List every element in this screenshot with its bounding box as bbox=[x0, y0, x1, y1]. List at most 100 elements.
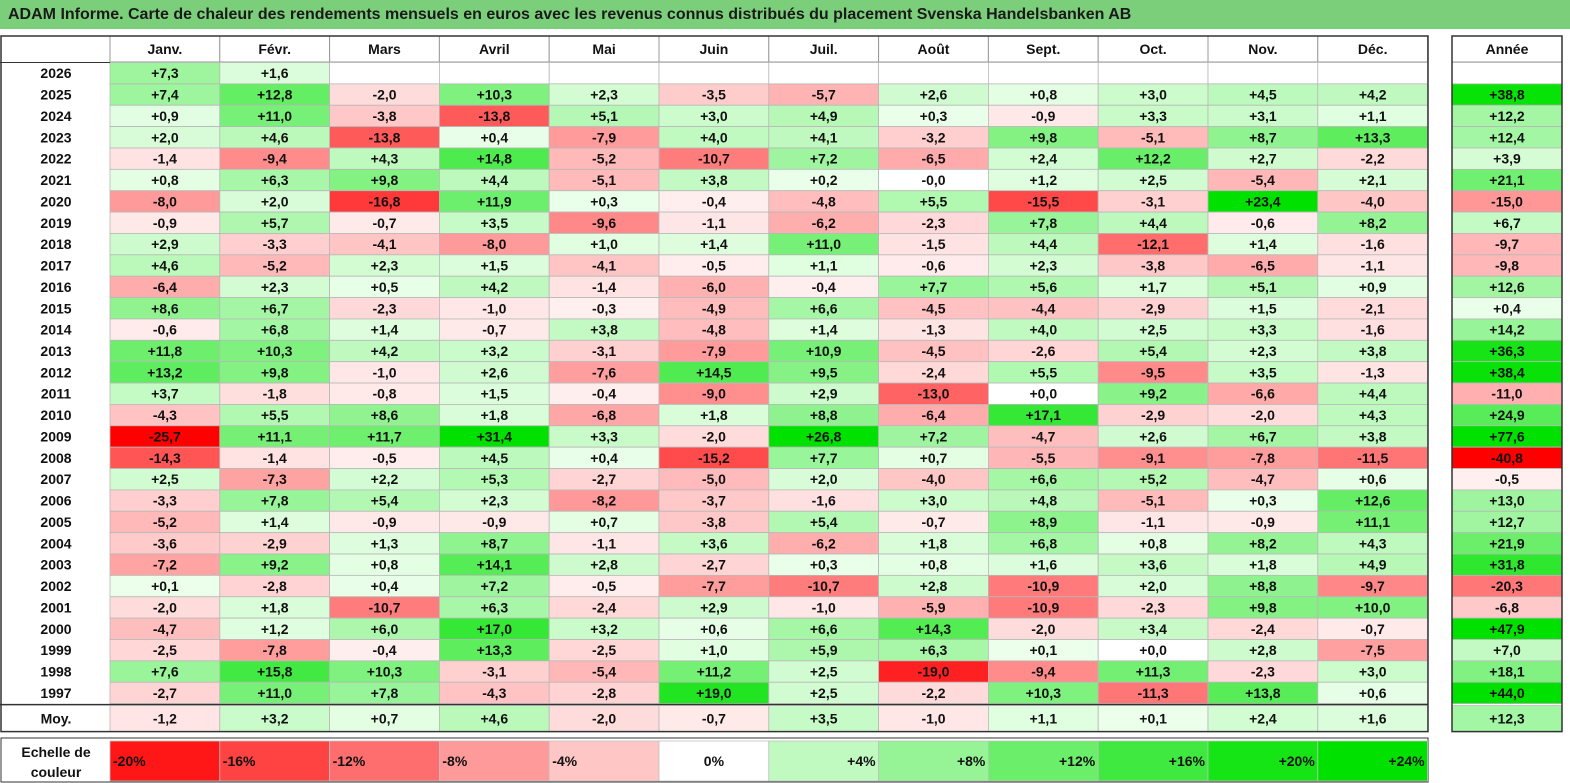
scale-stop-label: +4% bbox=[847, 753, 876, 769]
cell-value: +2,0 bbox=[1139, 578, 1167, 594]
cell-value: -8,0 bbox=[153, 193, 177, 209]
column-header-label: Févr. bbox=[258, 41, 291, 57]
cell-value: +2,6 bbox=[920, 87, 948, 103]
cell-value: +4,9 bbox=[1359, 557, 1387, 573]
cell-value: -25,7 bbox=[149, 428, 181, 444]
cell-value: -4,0 bbox=[921, 471, 945, 487]
average-value: -2,0 bbox=[592, 711, 616, 727]
scale-stop-label: +16% bbox=[1169, 753, 1206, 769]
cell-value: -2,4 bbox=[1251, 621, 1275, 637]
row-label: 2020 bbox=[40, 193, 71, 209]
cell-value: +6,0 bbox=[371, 621, 399, 637]
cell-value: -4,9 bbox=[702, 300, 726, 316]
scale-label: couleur bbox=[31, 764, 82, 780]
cell-value: -7,3 bbox=[263, 471, 287, 487]
cell-value: +11,0 bbox=[257, 108, 292, 124]
row-label: 2022 bbox=[40, 151, 71, 167]
row-label: 2003 bbox=[40, 557, 71, 573]
scale-stop-label: +8% bbox=[957, 753, 986, 769]
scale-stop-label: +20% bbox=[1279, 753, 1316, 769]
year-total-value: +24,9 bbox=[1489, 407, 1525, 423]
cell-value: -7,9 bbox=[592, 129, 616, 145]
cell-value: +1,2 bbox=[261, 621, 289, 637]
cell-value: -4,5 bbox=[921, 300, 945, 316]
cell-value: -0,5 bbox=[372, 450, 396, 466]
cell-value: +10,3 bbox=[367, 664, 403, 680]
row-label: 2014 bbox=[40, 322, 71, 338]
cell-value: +1,4 bbox=[810, 322, 838, 338]
cell-value: -16,8 bbox=[369, 193, 401, 209]
cell-value: +0,9 bbox=[1359, 279, 1387, 295]
cell-value: -0,5 bbox=[592, 578, 616, 594]
cell-value: +0,3 bbox=[810, 557, 838, 573]
cell-value: -9,7 bbox=[1361, 578, 1385, 594]
cell-value: -7,8 bbox=[263, 642, 287, 658]
cell-value: +3,0 bbox=[700, 108, 728, 124]
cell-value: +8,2 bbox=[1249, 535, 1277, 551]
cell-value: -2,0 bbox=[1031, 621, 1055, 637]
cell-value: -2,0 bbox=[1251, 407, 1275, 423]
cell-value: -2,8 bbox=[592, 685, 616, 701]
cell-value: -7,2 bbox=[153, 557, 177, 573]
average-cell bbox=[658, 705, 770, 732]
cell-value: +0,5 bbox=[371, 279, 399, 295]
scale-swatch bbox=[878, 740, 989, 782]
cell-value: +2,8 bbox=[920, 578, 948, 594]
cell-value: +4,6 bbox=[151, 258, 179, 274]
cell-value: +0,7 bbox=[920, 450, 948, 466]
cell-value: +0,8 bbox=[151, 172, 179, 188]
cell-value: +12,2 bbox=[1135, 151, 1171, 167]
cell-value: +7,8 bbox=[371, 685, 399, 701]
heatmap-cell bbox=[658, 62, 770, 85]
cell-value: +14,1 bbox=[477, 557, 513, 573]
cell-value: +9,8 bbox=[1249, 599, 1277, 615]
cell-value: +5,5 bbox=[920, 193, 948, 209]
average-value: -1,0 bbox=[921, 711, 945, 727]
year-total-value: +18,1 bbox=[1489, 664, 1525, 680]
cell-value: +15,8 bbox=[257, 664, 293, 680]
average-value: +0,1 bbox=[1139, 711, 1167, 727]
cell-value: -12,1 bbox=[1137, 236, 1169, 252]
cell-value: -0,5 bbox=[702, 258, 726, 274]
cell-value: -0,7 bbox=[921, 514, 945, 530]
cell-value: +3,2 bbox=[480, 343, 508, 359]
cell-value: +5,1 bbox=[1249, 279, 1277, 295]
cell-value: +0,3 bbox=[920, 108, 948, 124]
row-label: 2007 bbox=[40, 471, 71, 487]
cell-value: +8,8 bbox=[1249, 578, 1277, 594]
cell-value: -6,5 bbox=[921, 151, 945, 167]
cell-value: +17,1 bbox=[1026, 407, 1062, 423]
cell-value: +0,7 bbox=[590, 514, 618, 530]
cell-value: +9,8 bbox=[371, 172, 399, 188]
cell-value: +2,8 bbox=[1249, 642, 1277, 658]
cell-value: -1,4 bbox=[263, 450, 287, 466]
cell-value: -0,4 bbox=[592, 386, 616, 402]
cell-value: +7,4 bbox=[151, 87, 179, 103]
year-total-value: +0,4 bbox=[1493, 300, 1521, 316]
cell-value: -4,5 bbox=[921, 343, 945, 359]
cell-value: +2,4 bbox=[1029, 151, 1057, 167]
cell-value: +5,4 bbox=[1139, 343, 1167, 359]
cell-value: +8,9 bbox=[1029, 514, 1057, 530]
scale-swatch bbox=[438, 740, 550, 782]
average-value: +2,4 bbox=[1249, 711, 1277, 727]
year-total-value: +44,0 bbox=[1489, 685, 1525, 701]
scale-stop-label: +24% bbox=[1388, 753, 1425, 769]
column-header-label: Avril bbox=[479, 41, 510, 57]
cell-value: -3,7 bbox=[702, 493, 726, 509]
cell-value: +2,3 bbox=[261, 279, 289, 295]
heatmap-cell bbox=[1097, 62, 1209, 85]
row-label: 2019 bbox=[40, 215, 71, 231]
cell-value: -15,5 bbox=[1027, 193, 1059, 209]
cell-value: +3,0 bbox=[920, 493, 948, 509]
cell-value: +6,3 bbox=[920, 642, 948, 658]
cell-value: -0,4 bbox=[702, 193, 726, 209]
cell-value: -3,1 bbox=[482, 664, 506, 680]
cell-value: -2,2 bbox=[921, 685, 945, 701]
cell-value: -2,3 bbox=[1251, 664, 1275, 680]
cell-value: +5,1 bbox=[590, 108, 618, 124]
cell-value: +1,6 bbox=[1029, 557, 1057, 573]
cell-value: +4,8 bbox=[1029, 493, 1057, 509]
cell-value: +9,2 bbox=[261, 557, 289, 573]
cell-value: +7,2 bbox=[810, 151, 838, 167]
